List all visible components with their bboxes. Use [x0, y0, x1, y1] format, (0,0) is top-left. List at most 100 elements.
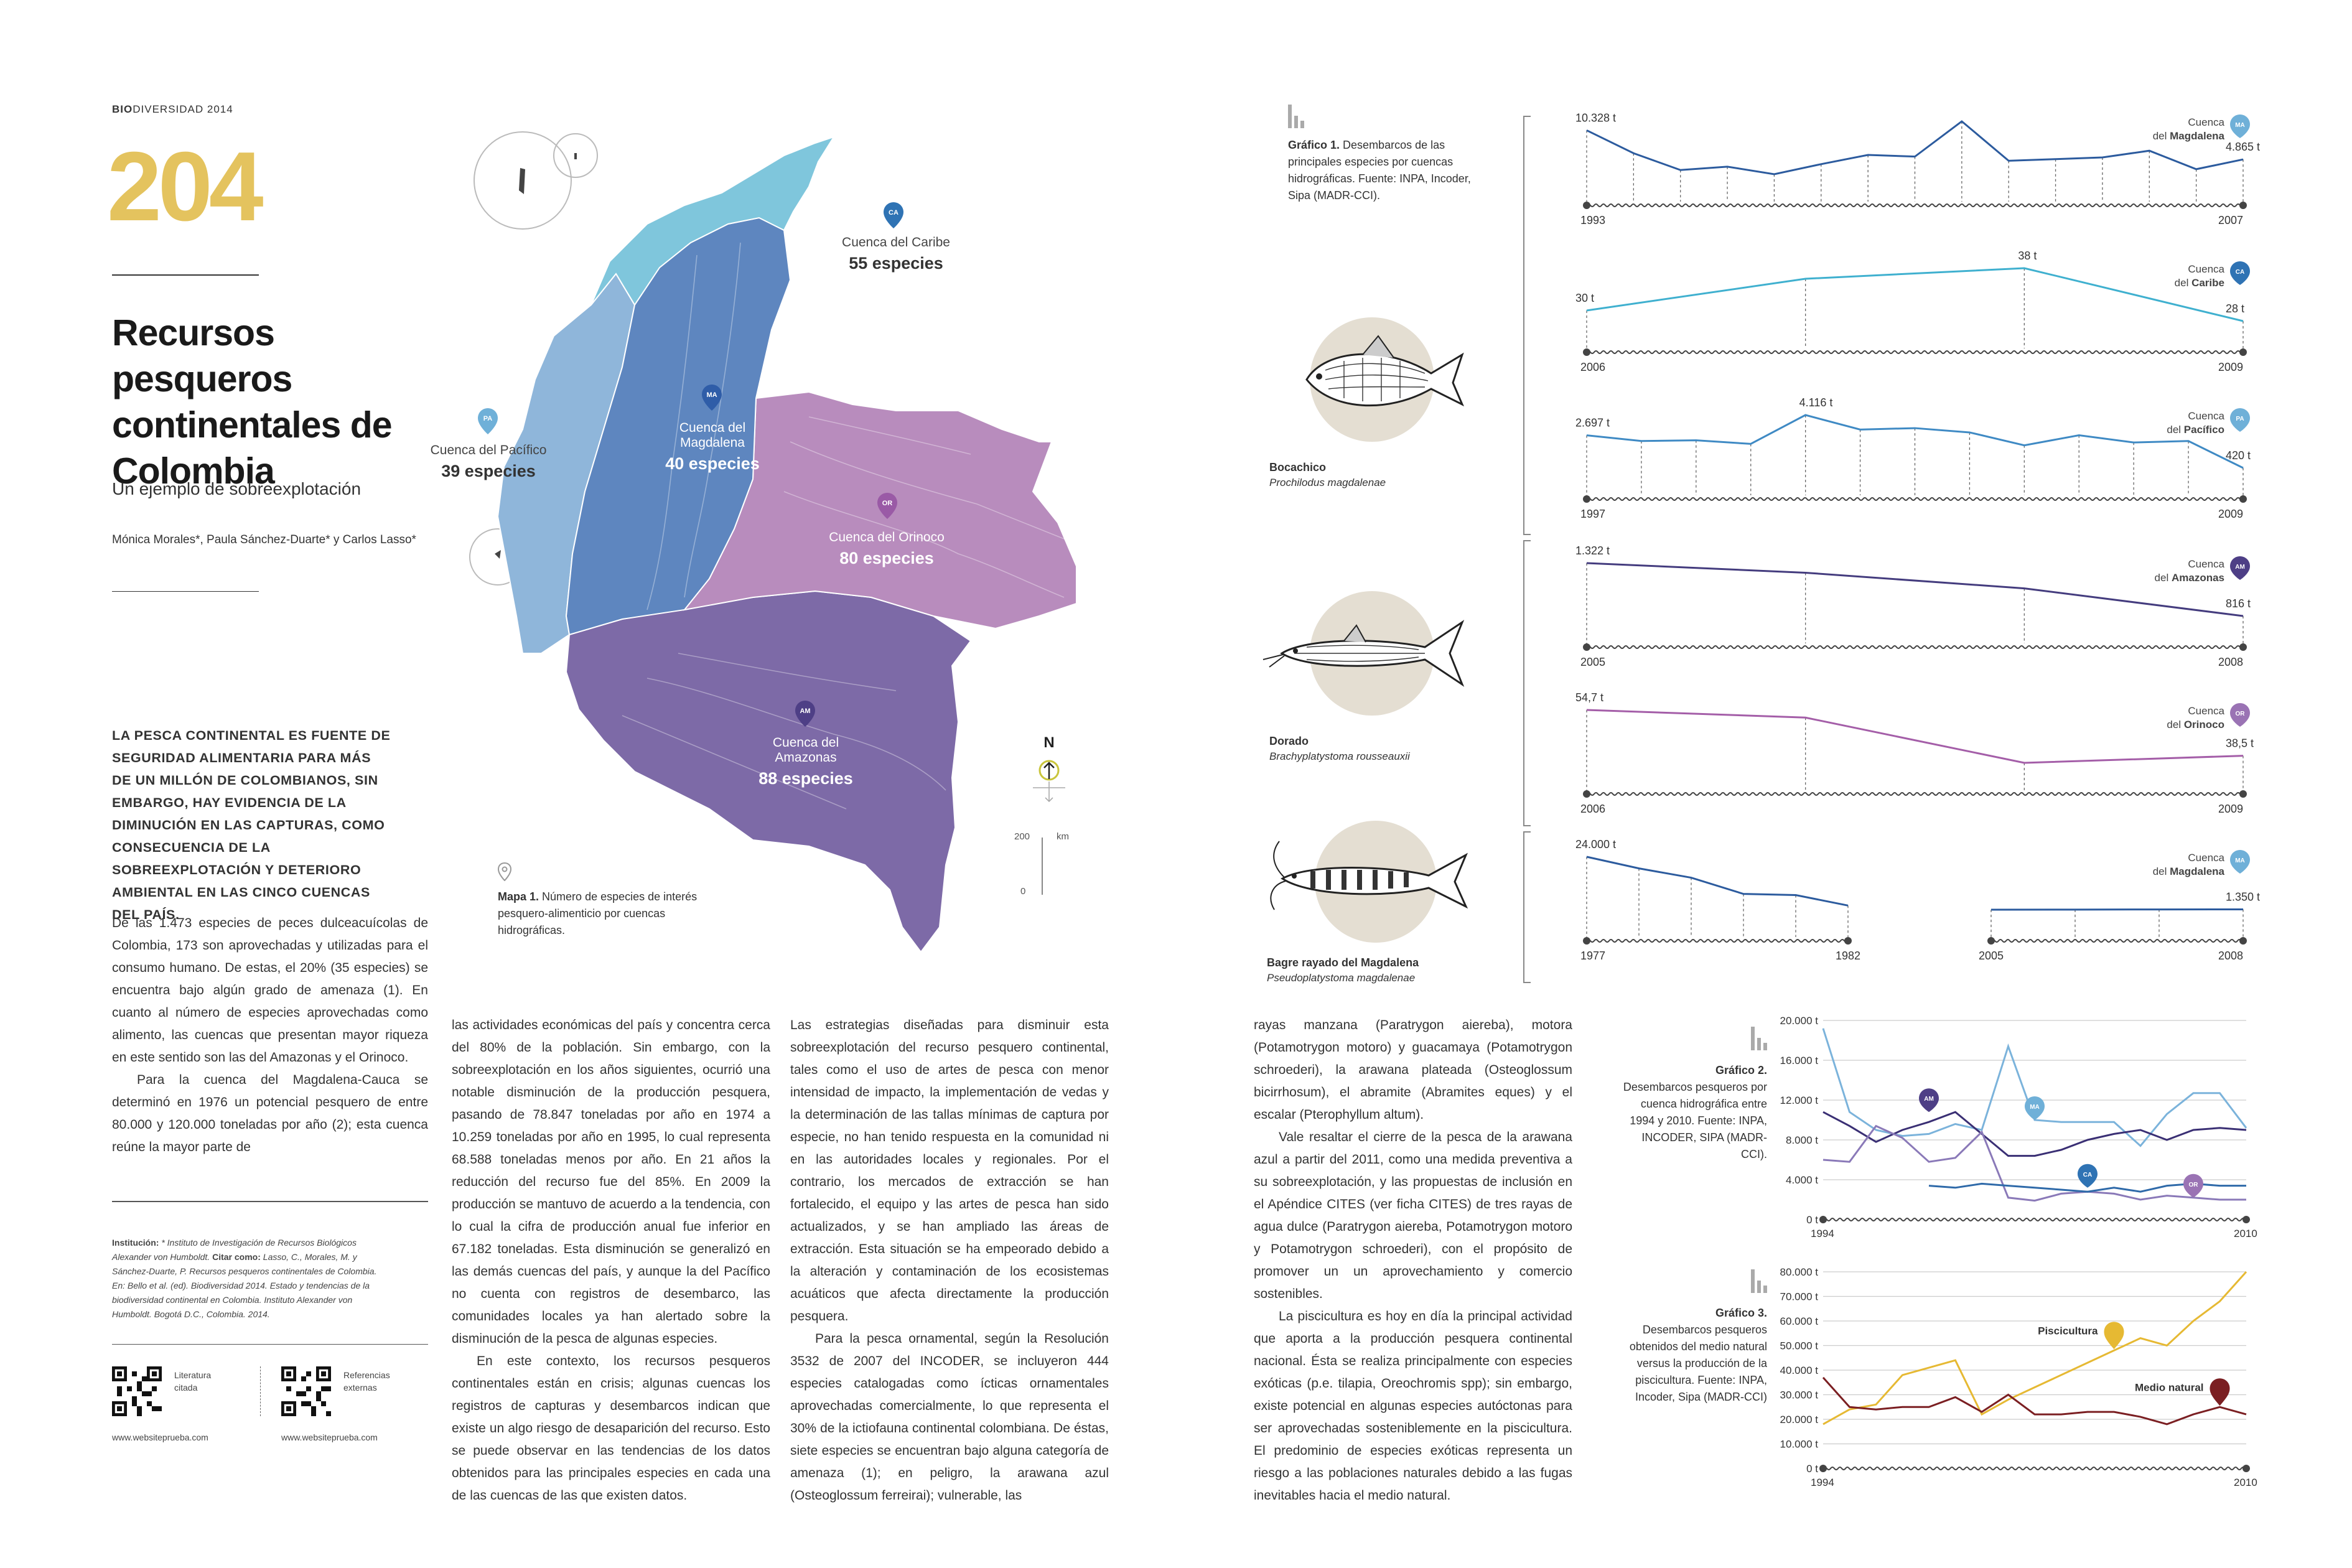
basin-label-caribe: Cuenca del Caribe 55 especies [840, 235, 952, 273]
paragraph: Vale resaltar el cierre de la pesca de l… [1254, 1130, 1572, 1301]
qr-url[interactable]: www.websiteprueba.com [281, 1432, 378, 1442]
data-label: 420 t [2226, 449, 2251, 462]
data-label: 24.000 t [1575, 838, 1616, 851]
x-tick-label: 2009 [2218, 508, 2243, 520]
data-label: 4.116 t [1799, 396, 1833, 409]
qr-code-icon [112, 1366, 162, 1416]
series-line [1822, 1376, 2247, 1426]
qr-referencias[interactable]: Referencias externas www.websiteprueba.c… [281, 1366, 431, 1442]
x-tick-label: 2010 [2234, 1477, 2257, 1488]
axis-end-dot [2239, 202, 2247, 209]
basin-label: Cuenca [2188, 410, 2224, 422]
series-line [1586, 414, 2244, 469]
map-caption-bold: Mapa 1. [498, 890, 539, 903]
x-tick-label: 2006 [1580, 803, 1605, 815]
grafico1-caption-text: Desembarcos de las principales especies … [1288, 139, 1471, 202]
basin-name: Cuenca del Caribe [842, 235, 950, 250]
body-column-3: Las estrategias diseñadas para disminuir… [790, 1014, 1109, 1507]
y-tick-label: 0 t [1806, 1214, 1818, 1226]
axis-end-dot [1583, 937, 1590, 945]
basin-species: 55 especies [849, 254, 943, 273]
pin-shape [2230, 850, 2250, 874]
basin-label: Cuenca [2188, 116, 2224, 128]
paragraph: De las 1.473 especies de peces dulceacuí… [112, 916, 428, 1065]
series-line [1586, 267, 2244, 322]
qr-url[interactable]: www.websiteprueba.com [112, 1432, 208, 1442]
axis-end-dot [2239, 643, 2247, 651]
basin-label: Cuenca [2188, 263, 2224, 275]
axis-break [1586, 203, 2244, 207]
axis-break [1586, 939, 1849, 943]
y-tick-label: 0 t [1806, 1463, 1818, 1475]
panel-bracket [1523, 540, 1531, 826]
data-label: 30 t [1575, 292, 1594, 304]
x-tick-label: 2006 [1580, 361, 1605, 373]
x-tick-label: 1977 [1580, 950, 1605, 962]
panel-bracket [1523, 116, 1531, 535]
fish-name: Bocachico [1269, 461, 1327, 474]
axis-end-dot [1583, 790, 1590, 798]
chart-icon [1751, 1027, 1767, 1050]
basin-name: Caribe [2191, 277, 2224, 289]
data-label: 4.865 t [2226, 141, 2260, 153]
basin-label: Cuenca [2188, 705, 2224, 717]
grafico2-caption-text: Desembarcos pesqueros por cuenca hidrogr… [1623, 1081, 1767, 1160]
basin-name: Magdalena [2170, 866, 2224, 877]
basin-name: Magdalena [2170, 130, 2224, 142]
bagre-fish-icon [1270, 821, 1468, 943]
pin-code: MA [2030, 1104, 2040, 1111]
axis-end-dot [1819, 1465, 1827, 1472]
pin-shape [2104, 1322, 2124, 1350]
pin-code: MA [2235, 857, 2245, 864]
qr-literatura[interactable]: Literatura citada www.websiteprueba.com [112, 1366, 261, 1442]
pin-code: AM [800, 707, 810, 715]
y-tick-label: 50.000 t [1780, 1340, 1819, 1352]
basin-label: del Pacífico [2167, 424, 2224, 436]
grafico1-panel: 1997 2009 2.697 t 420 t 4.116 t Cuenca del Pac… [1575, 396, 2251, 520]
axis-end-dot [1583, 348, 1590, 356]
paragraph: Las estrategias diseñadas para disminuir… [790, 1018, 1109, 1323]
series-line [1586, 856, 2244, 911]
x-tick-label: 1994 [1811, 1228, 1834, 1239]
authors: Mónica Morales*, Paula Sánchez-Duarte* y… [112, 533, 416, 546]
axis-end-dot [2239, 937, 2247, 945]
basin-pin-icon: CA [2078, 1164, 2098, 1188]
cite-text: Lasso, C., Morales, M. y Sánchez-Duarte,… [112, 1252, 377, 1319]
x-tick-label: 1982 [1836, 950, 1860, 962]
basin-name: Amazonas [2172, 572, 2224, 584]
data-label: 1.350 t [2226, 890, 2260, 903]
basin-pin-icon: MA [2230, 850, 2250, 874]
axis-end-dot [2242, 1465, 2250, 1472]
authors-rule [112, 591, 259, 592]
pin-shape [2183, 1174, 2203, 1198]
map-caption: Mapa 1. Número de especies de interés pe… [498, 862, 703, 939]
map-pin-orinoco: OR [877, 493, 897, 522]
basin-label: Cuenca [2188, 852, 2224, 864]
map-pin-caribe: CA [884, 202, 903, 231]
y-tick-label: 70.000 t [1780, 1291, 1819, 1303]
paragraph: rayas manzana (Paratrygon aiereba), moto… [1254, 1018, 1572, 1122]
panel-bracket [1523, 831, 1531, 983]
series-line [1586, 709, 2244, 764]
axis-break [1990, 939, 2246, 943]
basin-name: Cuenca del Magdalena [679, 421, 746, 450]
footnote: Institución: * Instituto de Investigació… [112, 1236, 386, 1322]
body-column-2: las actividades económicas del país y co… [452, 1014, 770, 1507]
axis-break [1822, 1218, 2249, 1221]
qr-code-icon [281, 1366, 331, 1416]
running-head: BIODIVERSIDAD 2014 [112, 103, 233, 116]
pin-code: CA [2083, 1172, 2092, 1178]
y-tick-label: 20.000 t [1780, 1414, 1819, 1426]
grafico1-panel: 1993 2007 10.328 t 4.865 t Cuenca del Magdale… [1575, 111, 2260, 226]
scale-bar: 200 km 0 [1014, 831, 1083, 900]
lead-paragraph: LA PESCA CONTINENTAL ES FUENTE DE SEGURI… [112, 728, 391, 922]
axis-end-dot [2242, 1216, 2250, 1223]
pin-code: CA [2236, 269, 2244, 276]
x-tick-label: 2005 [1979, 950, 2004, 962]
x-tick-label: 2007 [2218, 214, 2243, 226]
axis-end-dot [1987, 937, 1995, 945]
basin-name: Cuenca del Amazonas [772, 735, 839, 765]
pin-code: MA [706, 391, 717, 399]
series-line [1586, 562, 2244, 617]
pin-code: OR [882, 500, 893, 507]
